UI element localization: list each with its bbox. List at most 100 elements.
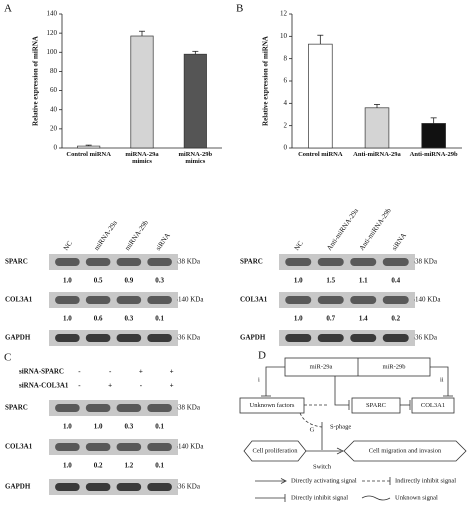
blot-band (147, 483, 172, 491)
blot-band (350, 296, 377, 304)
protein-label: GAPDH (5, 483, 31, 491)
x-tick-label: miRNA-29a mimics (125, 151, 159, 166)
y-tick-label: 12 (280, 10, 288, 18)
quantification: 0.6 (94, 315, 103, 323)
quantification: 0.9 (125, 277, 134, 285)
x-tick-label: Anti-miRNA-29b (409, 151, 458, 158)
blot-band (85, 334, 111, 342)
size-label: 38 KDa (178, 258, 201, 266)
legend-label: Directly activating signal (291, 477, 357, 484)
y-tick-label: 2 (284, 121, 288, 129)
x-tick-label-box: Control miRNA (66, 151, 110, 158)
quantification: 1.1 (359, 277, 368, 285)
blot-band (116, 296, 142, 304)
blot-band (116, 258, 142, 266)
quantification: 0.4 (391, 277, 400, 285)
node-label: Cell migration and invasion (369, 447, 442, 454)
protein-label: GAPDH (240, 334, 266, 342)
size-label: 38 KDa (415, 258, 438, 266)
y-tick-label: 4 (284, 99, 288, 107)
legend-label: Unknown signal (395, 494, 438, 501)
protein-label: COL3A1 (240, 296, 268, 304)
y-tick-label: 6 (284, 77, 288, 85)
quantification: 1.0 (63, 277, 72, 285)
error-bar (317, 34, 324, 45)
blot-band (285, 296, 312, 304)
error-bar (85, 144, 92, 147)
y-tick-label: 140 (47, 10, 58, 18)
bar (308, 43, 333, 149)
y-tick-label: 10 (280, 32, 288, 40)
blot-band (147, 296, 172, 304)
mirna-box (284, 357, 431, 377)
marker: ii (440, 376, 444, 383)
protein-label: SPARC (5, 404, 28, 412)
x-tick-label-box: miRNA-29b mimics (178, 151, 213, 166)
quantification: 0.1 (155, 315, 164, 323)
lane-label: Anti-miRNA-29b (358, 206, 393, 252)
blot-band (382, 258, 409, 266)
node-label: miR-29b (382, 363, 405, 370)
blot-band (317, 258, 344, 266)
size-label: 36 KDa (178, 483, 201, 491)
node-label: Unknown factors (250, 402, 295, 409)
node-label: Switch (313, 463, 332, 470)
y-tick-label: 0 (284, 144, 288, 152)
bar (183, 53, 207, 149)
blot-band (85, 483, 111, 491)
treatment-sign: - (78, 382, 81, 390)
lane-label: NC (293, 239, 305, 252)
node-box (351, 397, 401, 414)
quantification: 1.0 (63, 462, 72, 470)
y-tick-label: 120 (47, 29, 58, 37)
x-tick-label-box: Control miRNA (298, 151, 343, 158)
node-label: SPARC (366, 402, 386, 409)
quantification: 0.1 (155, 423, 164, 431)
blot-strip (279, 330, 415, 346)
blot-band (55, 334, 80, 342)
lane-label: miRNA-29b (123, 218, 150, 252)
y-tick-label: 20 (50, 124, 58, 132)
legend-label: Indirectly inhibit signal (395, 477, 456, 484)
protein-label: COL3A1 (5, 296, 33, 304)
x-tick-label-box: miRNA-29a mimics (125, 151, 159, 166)
node-label: G (310, 426, 315, 433)
treatment-label: siRNA-COL3A1 (19, 382, 69, 390)
blot-strip (49, 400, 178, 416)
legend-line (361, 495, 391, 501)
blot-band (85, 404, 111, 412)
size-label: 140 KDa (178, 296, 204, 304)
panel-letter: D (258, 350, 266, 362)
protein-label: COL3A1 (5, 443, 33, 451)
treatment-sign: + (170, 368, 174, 376)
blot-band (317, 334, 344, 342)
y-tick-label: 100 (47, 48, 58, 56)
treatment-label: siRNA-SPARC (19, 368, 64, 376)
bar (130, 35, 154, 149)
quantification: 0.1 (155, 462, 164, 470)
size-label: 36 KDa (415, 334, 438, 342)
blot-band (55, 258, 80, 266)
node-box (411, 397, 455, 414)
error-bar (430, 117, 437, 124)
lane-label: Anti-miRNA-29a (325, 206, 360, 252)
x-tick-label: miRNA-29b mimics (178, 151, 213, 166)
blot-strip (49, 254, 178, 270)
blot-band (285, 334, 312, 342)
lane-label: siRNA (154, 232, 172, 253)
indirect-edge (299, 412, 323, 428)
x-tick-label: Control miRNA (298, 151, 343, 158)
node-label: COL3A1 (421, 402, 445, 409)
blot-band (116, 334, 142, 342)
blot-strip (49, 479, 178, 495)
inhibit-edge (430, 366, 449, 396)
arrow-head (336, 447, 344, 455)
node-hexagon (343, 440, 467, 462)
quantification: 0.7 (326, 315, 335, 323)
blot-band (116, 443, 142, 451)
error-bar (192, 50, 199, 55)
y-axis-label: Relative expression of miRNA (262, 36, 270, 126)
protein-label: GAPDH (5, 334, 31, 342)
blot-band (85, 443, 111, 451)
x-tick-label: Anti-miRNA-29a (353, 151, 401, 158)
